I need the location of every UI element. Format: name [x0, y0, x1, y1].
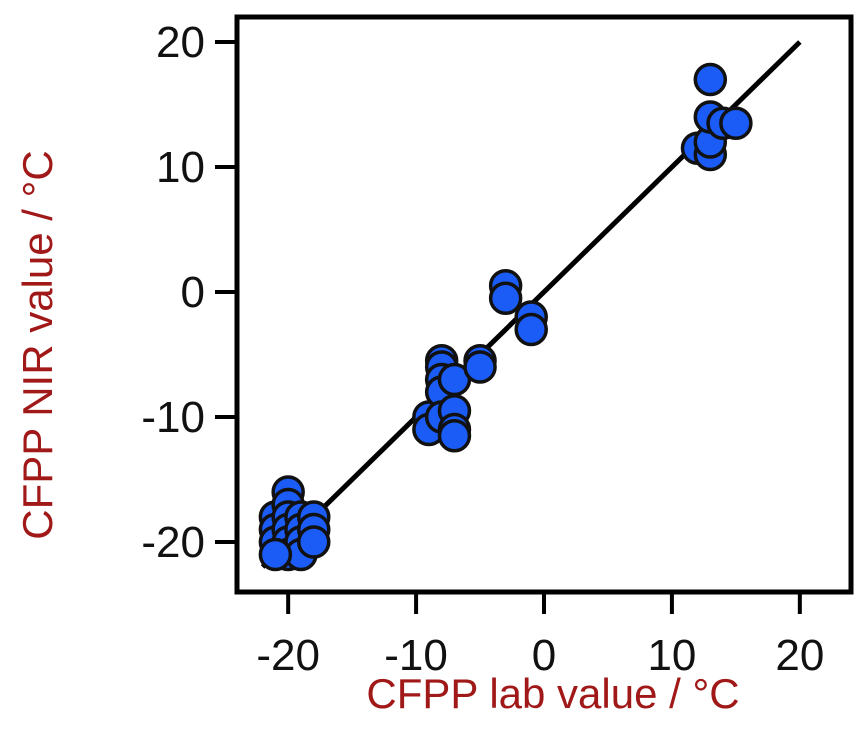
x-axis-title: CFPP lab value / °C — [366, 670, 739, 717]
y-tick-label: 20 — [156, 18, 205, 67]
y-tick-label: -20 — [141, 518, 205, 567]
data-point — [258, 537, 293, 572]
y-tick-label: 10 — [156, 143, 205, 192]
data-point — [297, 525, 331, 559]
x-tick-label: 0 — [532, 631, 556, 680]
y-tick-label: 0 — [181, 268, 205, 317]
data-point — [437, 419, 472, 453]
y-axis-title: CFPP NIR value / °C — [14, 150, 61, 539]
x-tick-label: 20 — [775, 631, 824, 680]
data-point — [463, 350, 497, 384]
data-point — [514, 312, 548, 347]
x-tick-label: -20 — [256, 631, 320, 680]
y-axis: 20 10 0 -10 -20 — [141, 18, 237, 567]
data-point — [693, 62, 728, 97]
y-tick-label: -10 — [141, 393, 205, 442]
x-tick-label: -10 — [384, 631, 448, 680]
data-points — [258, 62, 753, 572]
data-point — [719, 106, 753, 140]
x-tick-label: 10 — [647, 631, 696, 680]
data-point — [488, 281, 523, 315]
plot-frame — [234, 14, 854, 595]
x-axis: -20 -10 0 10 20 — [256, 592, 824, 680]
